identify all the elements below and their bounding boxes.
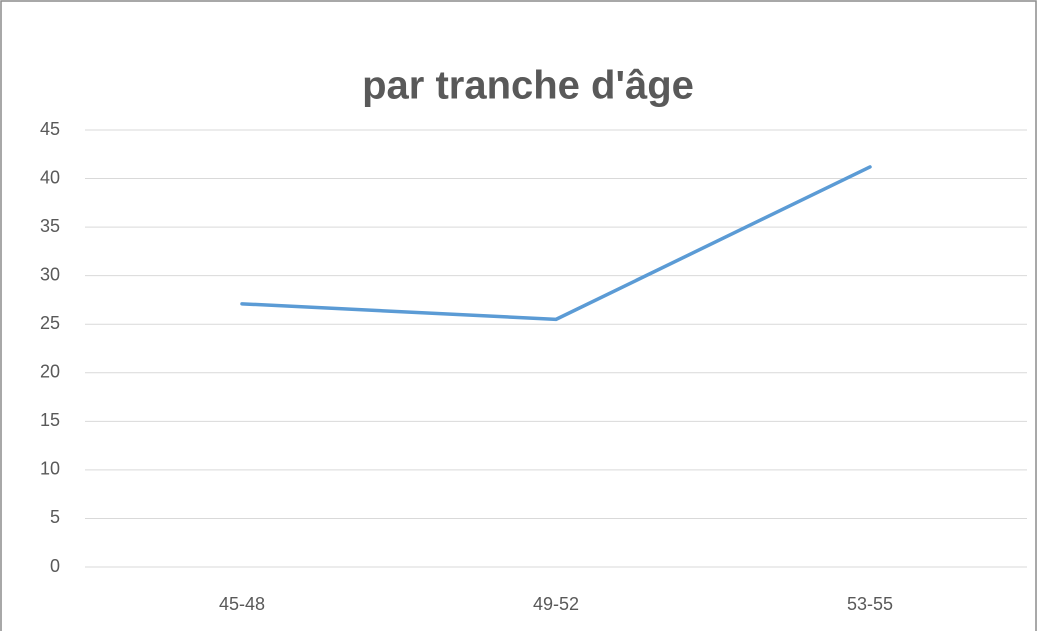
y-tick-label: 5	[50, 507, 60, 527]
chart-title: par tranche d'âge	[362, 64, 694, 108]
y-tick-label: 40	[40, 167, 60, 187]
y-tick-label: 10	[40, 459, 60, 479]
x-tick-label: 45-48	[219, 594, 265, 614]
x-tick-label: 49-52	[533, 594, 579, 614]
data-line	[240, 165, 872, 322]
y-tick-label: 15	[40, 410, 60, 430]
y-tick-label: 0	[50, 556, 60, 576]
y-tick-label: 30	[40, 264, 60, 284]
y-tick-label: 25	[40, 313, 60, 333]
x-tick-label: 53-55	[847, 594, 893, 614]
y-tick-label: 35	[40, 216, 60, 236]
y-tick-label: 20	[40, 362, 60, 382]
y-tick-label: 45	[40, 119, 60, 139]
